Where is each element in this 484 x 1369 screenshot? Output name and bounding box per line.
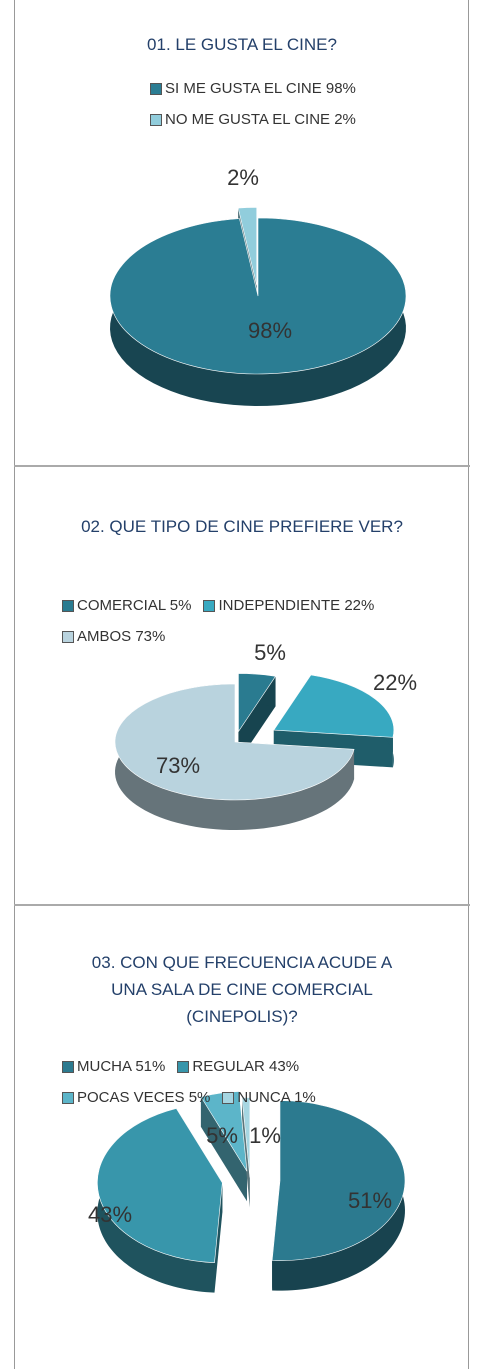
- legend-item: REGULAR 43%: [177, 1058, 299, 1075]
- chart-title: 01. LE GUSTA EL CINE?: [147, 35, 337, 54]
- legend-item: AMBOS 73%: [62, 628, 165, 645]
- slice-side: [214, 1182, 223, 1293]
- chart-title: 02. QUE TIPO DE CINE PREFIERE VER?: [81, 517, 403, 536]
- data-label: 5%: [206, 1123, 238, 1148]
- slice: [238, 673, 277, 733]
- slice: [114, 683, 355, 801]
- legend-item: MUCHA 51%: [62, 1058, 165, 1075]
- slice: [271, 1100, 406, 1261]
- legend-swatch: [150, 82, 162, 95]
- chart-title: 03. CON QUE FRECUENCIA ACUDE A UNA SALA …: [91, 953, 393, 1026]
- slice: [237, 207, 258, 286]
- slice: [97, 1108, 223, 1263]
- legend-swatch: [203, 599, 216, 612]
- legend-swatch: [62, 599, 74, 612]
- legend-label: NUNCA 1%: [237, 1089, 316, 1106]
- legend: COMERCIAL 5% INDEPENDIENTE 22% AMBOS 73%: [62, 597, 462, 645]
- legend-item: COMERCIAL 5%: [62, 597, 191, 614]
- legend-label: SI ME GUSTA EL CINE 98%: [165, 80, 356, 97]
- slice: [109, 217, 407, 375]
- legend-label: COMERCIAL 5%: [77, 597, 192, 614]
- legend-label: AMBOS 73%: [77, 628, 166, 645]
- frame: [14, 0, 469, 1369]
- legend-label: INDEPENDIENTE 22%: [218, 597, 375, 614]
- legend-item: NO ME GUSTA EL CINE 2%: [150, 111, 356, 128]
- data-label: 73%: [156, 753, 200, 778]
- data-label: 1%: [249, 1123, 281, 1148]
- legend-swatch: [222, 1091, 235, 1104]
- legend-item: INDEPENDIENTE 22%: [203, 597, 374, 614]
- slice: [273, 674, 395, 738]
- legend-item: SI ME GUSTA EL CINE 98%: [150, 80, 356, 97]
- legend-item: NUNCA 1%: [222, 1089, 316, 1106]
- data-label: 98%: [248, 318, 292, 343]
- legend-label: NO ME GUSTA EL CINE 2%: [165, 111, 356, 128]
- data-label: 51%: [348, 1188, 392, 1213]
- legend-swatch: [177, 1060, 190, 1073]
- slice: [200, 1091, 248, 1172]
- legend-swatch: [62, 630, 74, 643]
- data-label: 43%: [88, 1202, 132, 1227]
- slice: [241, 1097, 251, 1178]
- legend-swatch: [150, 113, 162, 126]
- legend-label: POCAS VECES 5%: [77, 1089, 211, 1106]
- legend: MUCHA 51% REGULAR 43% POCAS VECES 5% NUNCA …: [62, 1058, 382, 1106]
- legend-label: REGULAR 43%: [192, 1058, 300, 1075]
- separator: [14, 465, 470, 467]
- legend-swatch: [62, 1091, 74, 1104]
- legend-item: POCAS VECES 5%: [62, 1089, 210, 1106]
- separator: [14, 904, 470, 906]
- legend-swatch: [62, 1060, 74, 1073]
- legend-label: MUCHA 51%: [77, 1058, 166, 1075]
- legend: SI ME GUSTA EL CINE 98% NO ME GUSTA EL CI…: [150, 80, 356, 128]
- data-label: 2%: [227, 165, 259, 190]
- data-label: 5%: [254, 640, 286, 665]
- data-label: 22%: [373, 670, 417, 695]
